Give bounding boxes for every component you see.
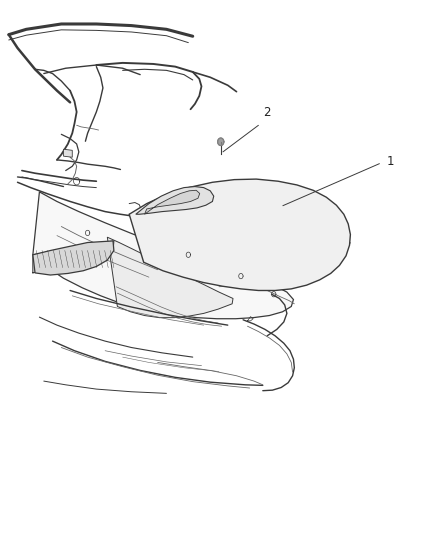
Polygon shape [33, 241, 114, 275]
Polygon shape [107, 237, 233, 318]
Polygon shape [64, 149, 72, 157]
Polygon shape [129, 179, 350, 290]
Polygon shape [145, 190, 200, 214]
Text: 2: 2 [263, 107, 270, 119]
Text: 1: 1 [386, 155, 394, 168]
Polygon shape [218, 138, 224, 146]
Polygon shape [136, 187, 214, 214]
Polygon shape [33, 192, 293, 319]
